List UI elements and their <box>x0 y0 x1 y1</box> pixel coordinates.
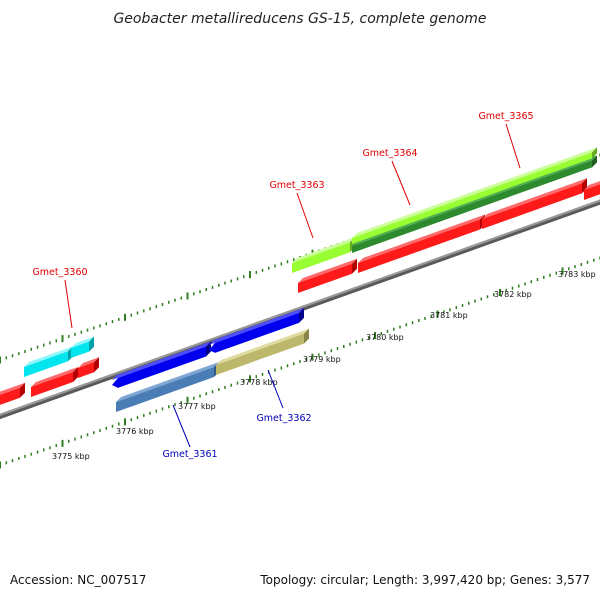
cds-red-feature <box>298 258 357 293</box>
gene-label-gmet-3363: Gmet_3363 <box>269 180 324 191</box>
cds-blue-feature <box>209 307 304 353</box>
gene-khaki-feature <box>216 328 309 375</box>
kbp-label: 3781 kbp <box>430 311 468 320</box>
callout-line <box>64 279 73 329</box>
gene-green-feature <box>352 147 597 244</box>
gene-labels: Gmet_3360 Gmet_3361 Gmet_3362 Gmet_3363 … <box>32 111 533 460</box>
map-title: Geobacter metallireducens GS-15, complet… <box>113 11 486 27</box>
callout-line <box>505 123 521 169</box>
gene-cyan-feature <box>71 336 94 358</box>
cds-red-feature <box>0 382 25 405</box>
cds-red-feature <box>31 367 78 397</box>
gene-label-gmet-3364: Gmet_3364 <box>362 148 417 159</box>
callout-line <box>172 404 191 448</box>
kbp-label: 3780 kbp <box>366 333 404 342</box>
kbp-label-group: 3775 kbp 3776 kbp 3777 kbp 3778 kbp 3779… <box>52 270 596 461</box>
gene-label-gmet-3360: Gmet_3360 <box>32 267 87 278</box>
cds-blue-feature <box>112 341 211 388</box>
kbp-label: 3782 kbp <box>494 290 532 299</box>
callout-line <box>296 192 314 239</box>
gene-callouts <box>64 123 521 448</box>
kbp-label: 3778 kbp <box>240 378 278 387</box>
genome-backbone <box>0 199 600 420</box>
topology-text: Topology: circular; Length: 3,997,420 bp… <box>260 573 590 587</box>
callout-line <box>391 160 411 206</box>
cds-red-feature <box>584 181 600 200</box>
kbp-label: 3777 kbp <box>178 402 216 411</box>
kbp-label: 3783 kbp <box>558 270 596 279</box>
callout-line <box>267 369 284 409</box>
cds-red-feature <box>78 357 99 378</box>
gene-label-gmet-3362: Gmet_3362 <box>256 413 311 424</box>
gene-label-gmet-3361: Gmet_3361 <box>162 449 217 460</box>
kbp-label: 3779 kbp <box>303 355 341 364</box>
gene-label-gmet-3365: Gmet_3365 <box>478 111 533 122</box>
accession-text: Accession: NC_007517 <box>10 573 147 587</box>
kbp-label: 3776 kbp <box>116 427 154 436</box>
kbp-label: 3775 kbp <box>52 452 90 461</box>
gene-darkgreen-feature <box>352 155 597 253</box>
gene-features <box>0 147 600 412</box>
